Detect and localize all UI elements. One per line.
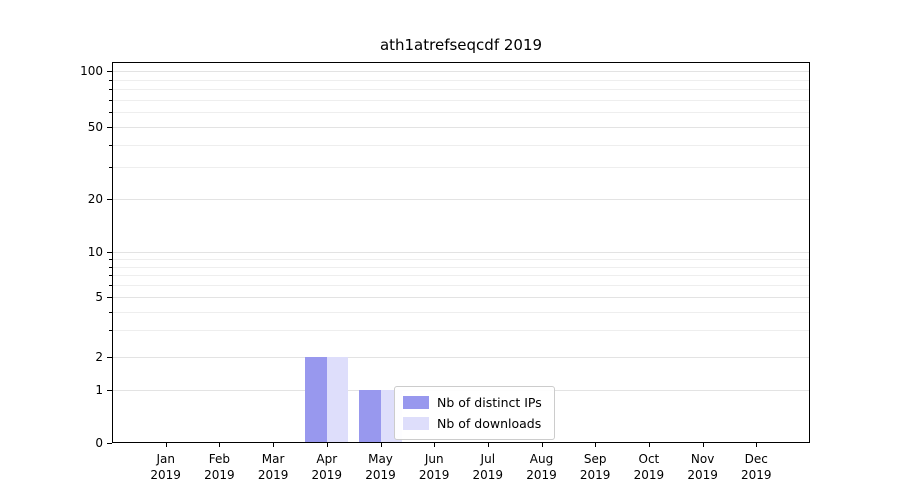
y-gridline-minor: [112, 285, 810, 287]
x-tick-label: Jan 2019: [150, 452, 181, 482]
x-tick-mark: [487, 443, 489, 447]
x-tick-label: Sep 2019: [579, 452, 611, 482]
y-tick-mark: [107, 297, 112, 299]
y-gridline-minor: [112, 167, 810, 169]
x-tick-mark: [702, 443, 704, 447]
y-tick-minor: [109, 167, 112, 169]
y-gridline-minor: [112, 89, 810, 91]
y-tick-mark: [107, 199, 112, 201]
y-tick-minor: [109, 100, 112, 101]
y-tick-label: 100: [80, 64, 103, 79]
y-gridline-major: [112, 356, 810, 358]
y-gridline-minor: [112, 275, 810, 277]
x-tick-label: Jun 2019: [418, 452, 450, 482]
legend-label: Nb of downloads: [437, 416, 542, 431]
y-gridline-minor: [112, 79, 810, 81]
y-tick-mark: [107, 252, 112, 254]
bar-distinct-ips: [305, 356, 327, 443]
bar-downloads: [326, 356, 349, 443]
x-tick-mark: [756, 443, 758, 447]
y-tick-minor: [109, 275, 112, 277]
x-tick-mark: [434, 443, 436, 447]
y-gridline-major: [112, 252, 810, 254]
chart-title: ath1atrefseqcdf 2019: [379, 36, 543, 54]
y-tick-label: 50: [87, 120, 103, 135]
y-gridline-minor: [112, 112, 810, 114]
y-tick-label: 10: [87, 245, 103, 260]
y-tick-label: 2: [95, 349, 103, 364]
x-tick-mark: [165, 443, 167, 447]
legend-swatch: [403, 417, 429, 430]
x-tick-label: Aug 2019: [526, 452, 557, 482]
y-gridline-major: [112, 199, 810, 201]
x-tick-label: Jul 2019: [472, 452, 504, 482]
x-tick-label: Feb 2019: [204, 452, 235, 482]
y-tick-minor: [109, 79, 112, 81]
legend-item: Nb of downloads: [403, 413, 542, 434]
legend-swatch: [403, 396, 429, 409]
y-tick-label: 20: [87, 192, 103, 207]
y-tick-minor: [109, 144, 112, 146]
bar-distinct-ips: [359, 390, 381, 443]
y-gridline-minor: [112, 311, 810, 313]
y-gridline-major: [112, 297, 810, 299]
x-tick-label: Apr 2019: [311, 452, 343, 482]
y-tick-minor: [109, 259, 112, 260]
x-tick-mark: [326, 443, 328, 447]
x-tick-label: Nov 2019: [687, 452, 718, 482]
y-tick-minor: [109, 266, 112, 268]
y-tick-label: 0: [95, 436, 103, 450]
x-tick-label: May 2019: [365, 452, 396, 482]
y-tick-minor: [109, 112, 112, 114]
x-tick-mark: [380, 443, 382, 447]
x-tick-mark: [595, 443, 597, 447]
x-tick-mark: [219, 443, 221, 447]
y-tick-mark: [107, 71, 112, 73]
legend: Nb of distinct IPs Nb of downloads: [394, 386, 555, 440]
y-tick-minor: [109, 330, 112, 332]
y-gridline-major: [112, 71, 810, 73]
x-tick-label: Oct 2019: [633, 452, 665, 482]
y-tick-minor: [109, 311, 112, 313]
y-gridline-minor: [112, 266, 810, 268]
x-tick-mark: [273, 443, 275, 447]
y-gridline-major: [112, 127, 810, 129]
y-tick-mark: [107, 127, 112, 129]
y-tick-minor: [109, 89, 112, 91]
x-tick-mark: [648, 443, 650, 447]
y-gridline-minor: [112, 330, 810, 332]
y-tick-label: 5: [95, 290, 103, 305]
legend-item: Nb of distinct IPs: [403, 392, 542, 413]
x-tick-label: Dec 2019: [741, 452, 772, 482]
x-tick-mark: [541, 443, 543, 447]
y-tick-mark: [107, 356, 112, 358]
x-tick-label: Mar 2019: [257, 452, 289, 482]
y-tick-mark: [107, 390, 112, 391]
y-tick-mark: [107, 443, 112, 444]
legend-label: Nb of distinct IPs: [437, 395, 542, 410]
y-gridline-minor: [112, 259, 810, 260]
y-gridline-minor: [112, 144, 810, 146]
y-tick-minor: [109, 285, 112, 287]
y-tick-label: 1: [95, 383, 103, 397]
y-gridline-minor: [112, 100, 810, 101]
